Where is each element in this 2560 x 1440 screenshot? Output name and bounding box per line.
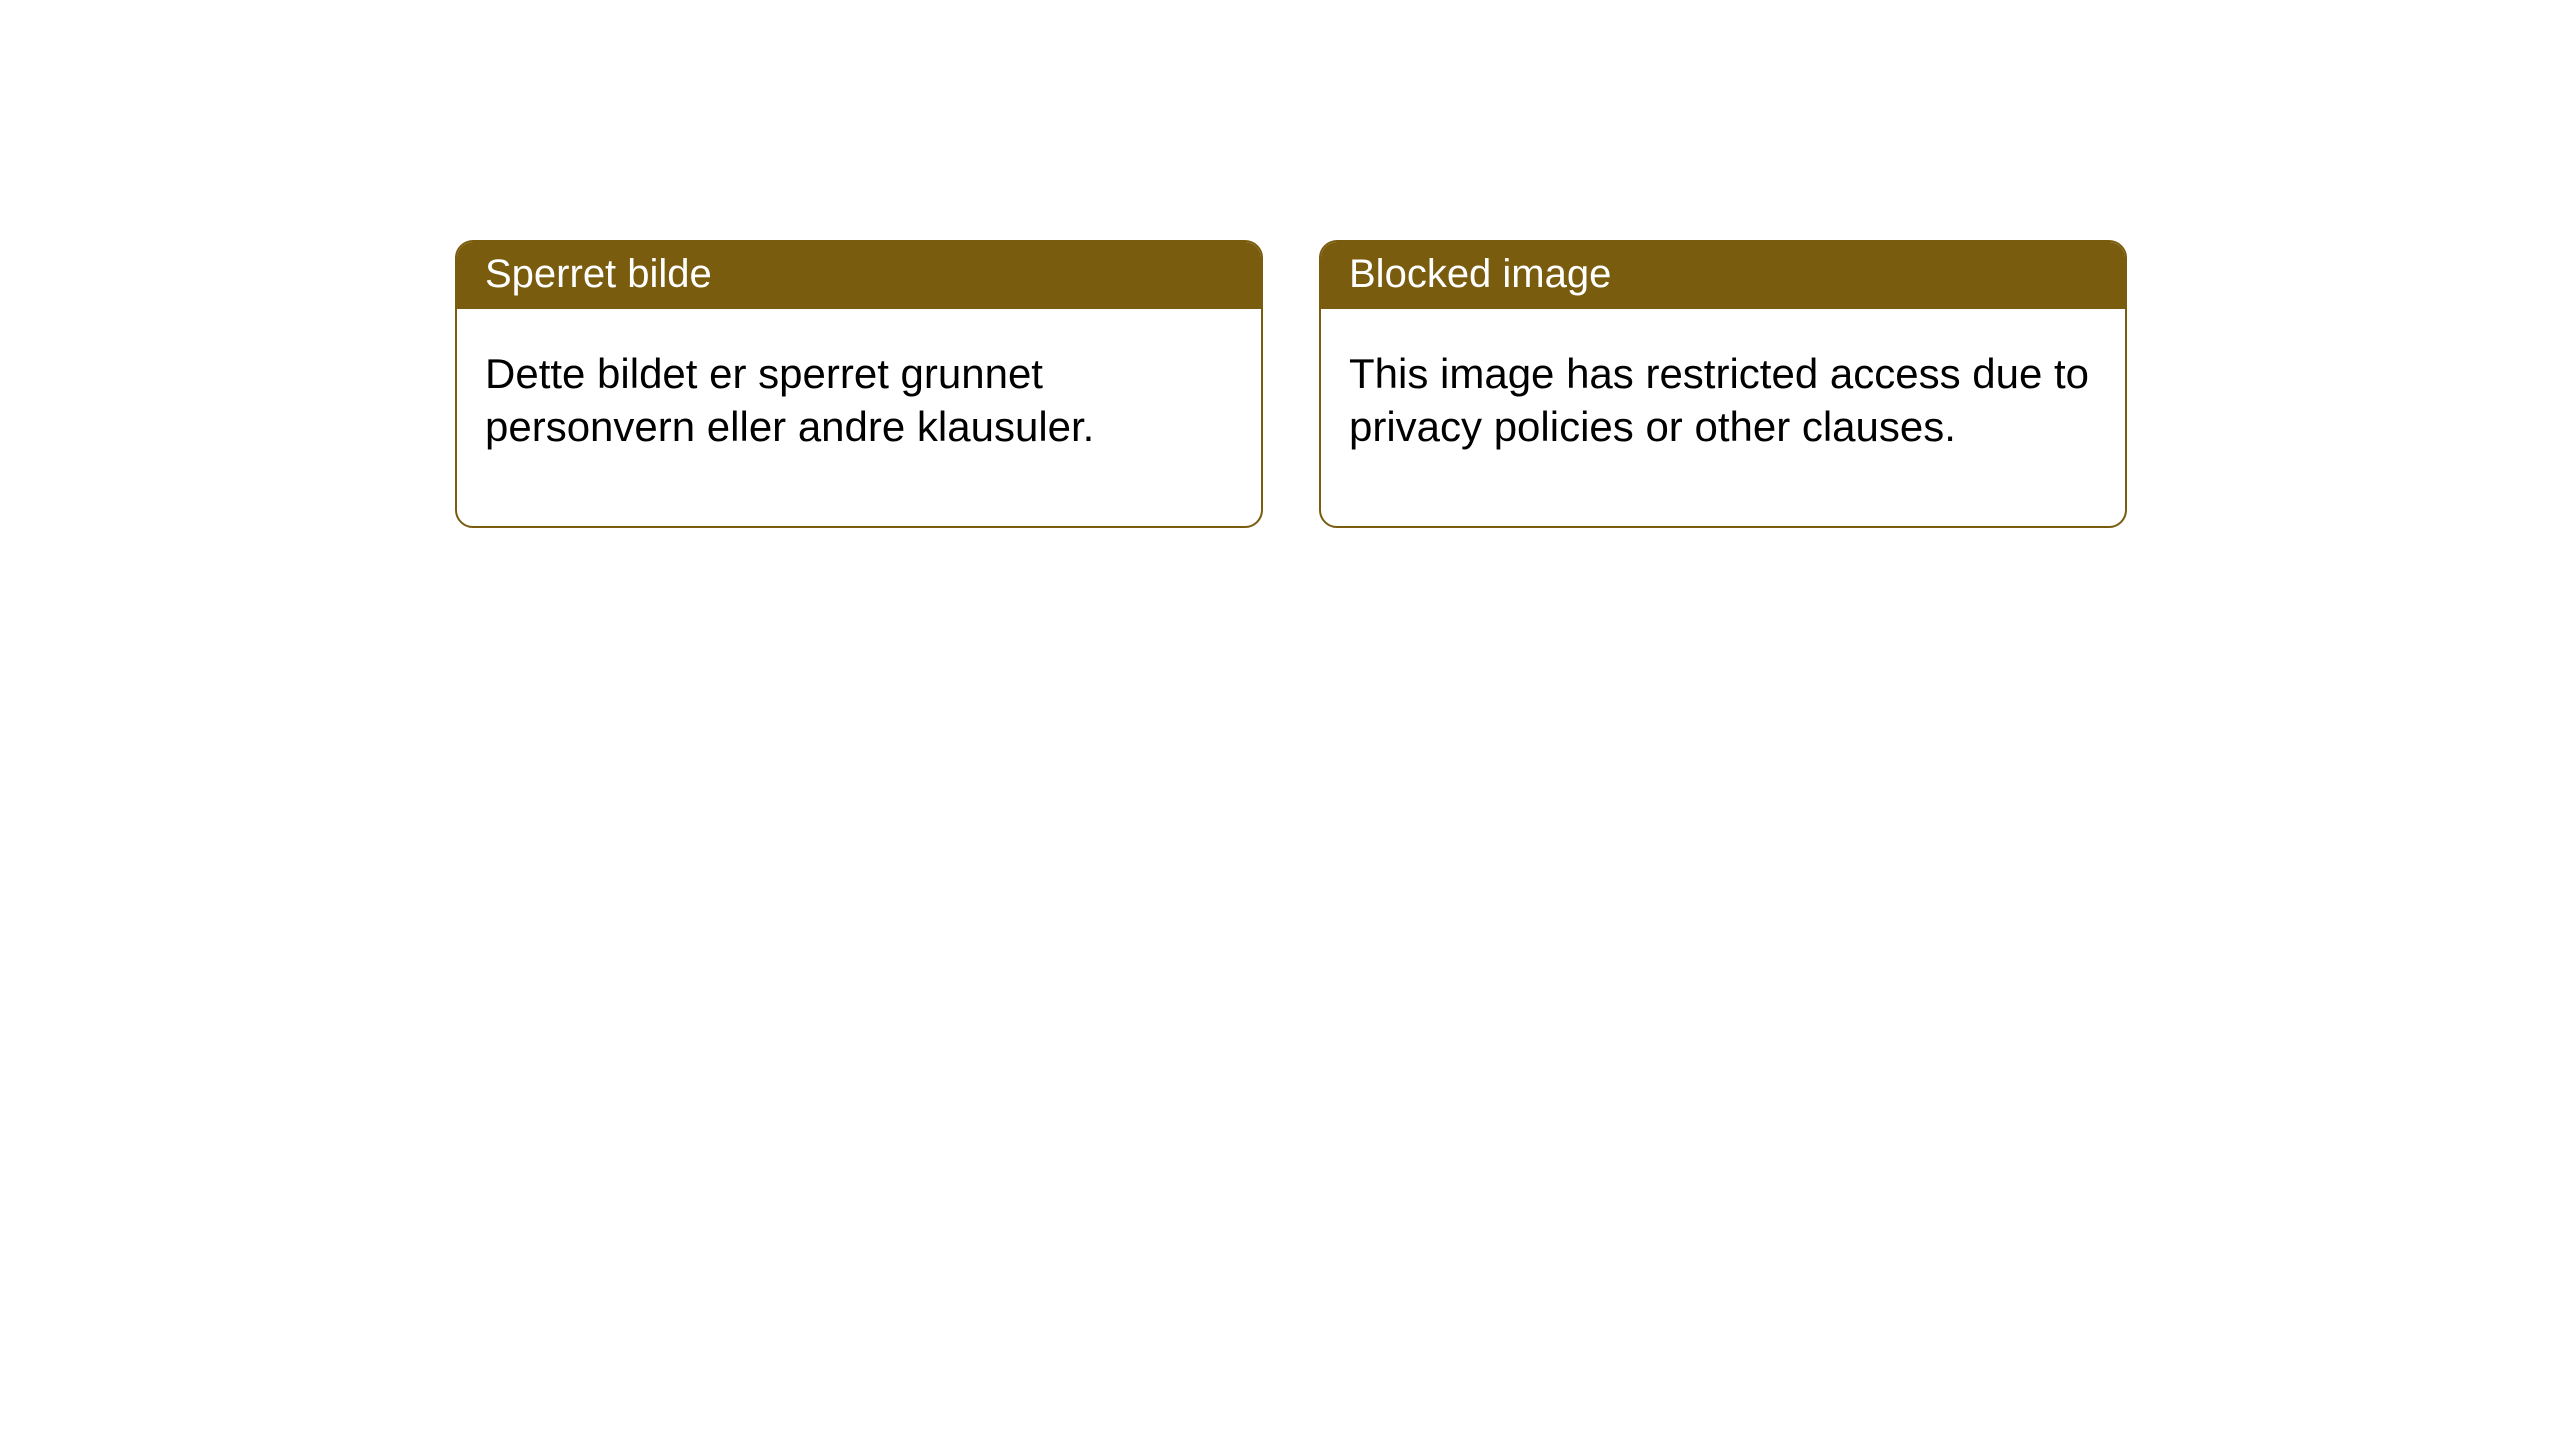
notice-card-body: Dette bildet er sperret grunnet personve… xyxy=(457,309,1261,526)
notice-title: Blocked image xyxy=(1349,252,1611,296)
notice-body-text: This image has restricted access due to … xyxy=(1349,350,2089,450)
notice-container: Sperret bilde Dette bildet er sperret gr… xyxy=(455,240,2127,528)
notice-card-header: Blocked image xyxy=(1321,242,2125,309)
notice-body-text: Dette bildet er sperret grunnet personve… xyxy=(485,350,1094,450)
notice-card-body: This image has restricted access due to … xyxy=(1321,309,2125,526)
notice-title: Sperret bilde xyxy=(485,252,712,296)
notice-card-english: Blocked image This image has restricted … xyxy=(1319,240,2127,528)
notice-card-header: Sperret bilde xyxy=(457,242,1261,309)
notice-card-norwegian: Sperret bilde Dette bildet er sperret gr… xyxy=(455,240,1263,528)
